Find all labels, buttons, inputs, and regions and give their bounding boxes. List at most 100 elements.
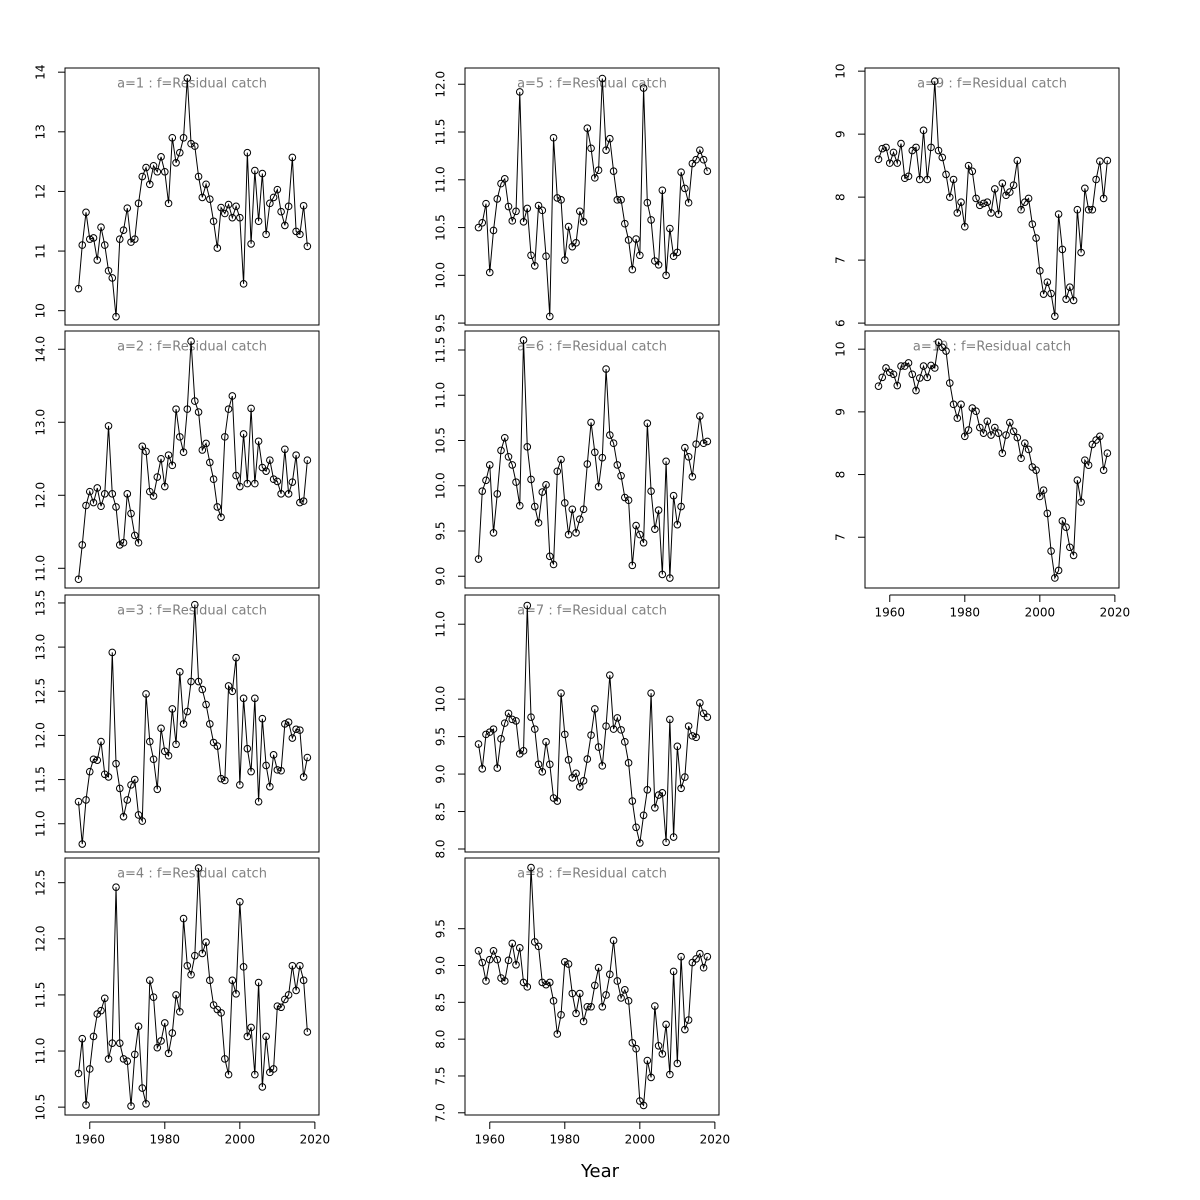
data-point	[213, 742, 222, 750]
y-tick-label: 11.5	[34, 766, 48, 793]
data-point	[89, 755, 98, 764]
data-point	[1043, 278, 1052, 286]
data-point	[677, 168, 685, 176]
data-point	[542, 252, 550, 261]
data-point	[545, 552, 554, 561]
data-point	[130, 775, 139, 784]
data-point	[1009, 427, 1018, 436]
data-point	[553, 797, 562, 805]
data-point	[968, 167, 977, 176]
data-point	[919, 362, 928, 370]
data-point	[945, 193, 954, 201]
x-tick-label: 1960	[874, 606, 905, 620]
series-line	[78, 604, 308, 845]
data-point	[598, 453, 607, 462]
data-point	[1088, 205, 1097, 214]
data-point	[508, 217, 517, 225]
data-point	[500, 175, 509, 183]
data-point	[187, 139, 195, 148]
panel-title: a=6 : f=Residual catch	[517, 340, 667, 355]
data-point	[643, 198, 652, 207]
panel-frame	[464, 67, 720, 326]
data-point	[224, 200, 233, 209]
data-point	[228, 213, 237, 222]
x-tick-label: 2020	[700, 1133, 731, 1147]
data-point	[624, 997, 633, 1005]
data-point	[579, 218, 588, 226]
data-point	[983, 417, 992, 426]
data-point	[1054, 566, 1063, 575]
data-point	[108, 274, 117, 282]
data-point	[284, 991, 293, 999]
data-point	[145, 487, 154, 496]
y-tick-label: 11	[34, 243, 48, 258]
data-point	[493, 955, 502, 964]
y-tick-label: 12.0	[434, 71, 448, 98]
data-point	[549, 560, 558, 569]
data-point	[247, 1023, 255, 1032]
data-point	[874, 382, 883, 390]
data-point	[636, 251, 644, 260]
data-point	[703, 952, 712, 961]
x-tick-label: 2000	[225, 1133, 256, 1147]
data-point	[703, 713, 712, 721]
data-point	[145, 976, 154, 985]
data-point	[557, 196, 565, 204]
data-point	[202, 700, 210, 709]
data-point	[239, 280, 248, 288]
data-point	[478, 218, 487, 227]
data-point	[142, 447, 150, 456]
data-point	[474, 223, 483, 232]
data-point	[572, 528, 580, 537]
data-point	[493, 764, 502, 772]
data-point	[100, 490, 109, 498]
data-point	[1036, 492, 1044, 501]
data-point	[209, 475, 218, 484]
data-point	[602, 722, 610, 730]
data-point	[553, 467, 562, 476]
data-point	[1073, 476, 1082, 484]
data-point	[202, 439, 210, 448]
data-point	[187, 677, 195, 686]
data-point	[224, 682, 233, 690]
data-point	[882, 143, 890, 152]
data-point	[927, 361, 935, 370]
y-tick-label: 9.5	[434, 314, 448, 333]
data-point	[945, 379, 954, 387]
data-point	[658, 570, 667, 579]
data-point	[692, 733, 700, 742]
data-point	[78, 1034, 87, 1043]
y-tick-label: 11.0	[434, 611, 448, 638]
series-line	[478, 78, 708, 317]
data-point	[669, 833, 678, 841]
data-point	[1036, 267, 1044, 275]
data-point	[1062, 523, 1070, 531]
data-point	[1043, 509, 1052, 518]
data-point	[530, 502, 539, 511]
data-point	[269, 193, 278, 202]
y-tick-label: 11.5	[434, 337, 448, 364]
data-point	[176, 1007, 184, 1016]
data-point	[500, 433, 509, 442]
data-point	[512, 207, 520, 216]
data-point	[572, 769, 580, 778]
y-tick-label: 10.5	[434, 214, 448, 241]
data-point	[273, 766, 282, 774]
data-point	[534, 942, 543, 951]
data-point	[602, 365, 610, 373]
data-point	[594, 743, 603, 751]
data-point	[594, 482, 603, 491]
y-tick-label: 12.5	[34, 869, 48, 896]
data-point	[602, 146, 610, 154]
data-point	[78, 241, 87, 249]
data-point	[651, 1002, 659, 1010]
data-point	[104, 266, 113, 275]
data-point	[251, 694, 259, 703]
data-point	[639, 538, 648, 547]
data-point	[613, 461, 622, 469]
y-tick-label: 7.0	[434, 1103, 448, 1122]
data-point	[303, 1028, 312, 1036]
data-point	[662, 457, 670, 466]
data-point	[78, 840, 87, 848]
data-point	[172, 159, 180, 167]
